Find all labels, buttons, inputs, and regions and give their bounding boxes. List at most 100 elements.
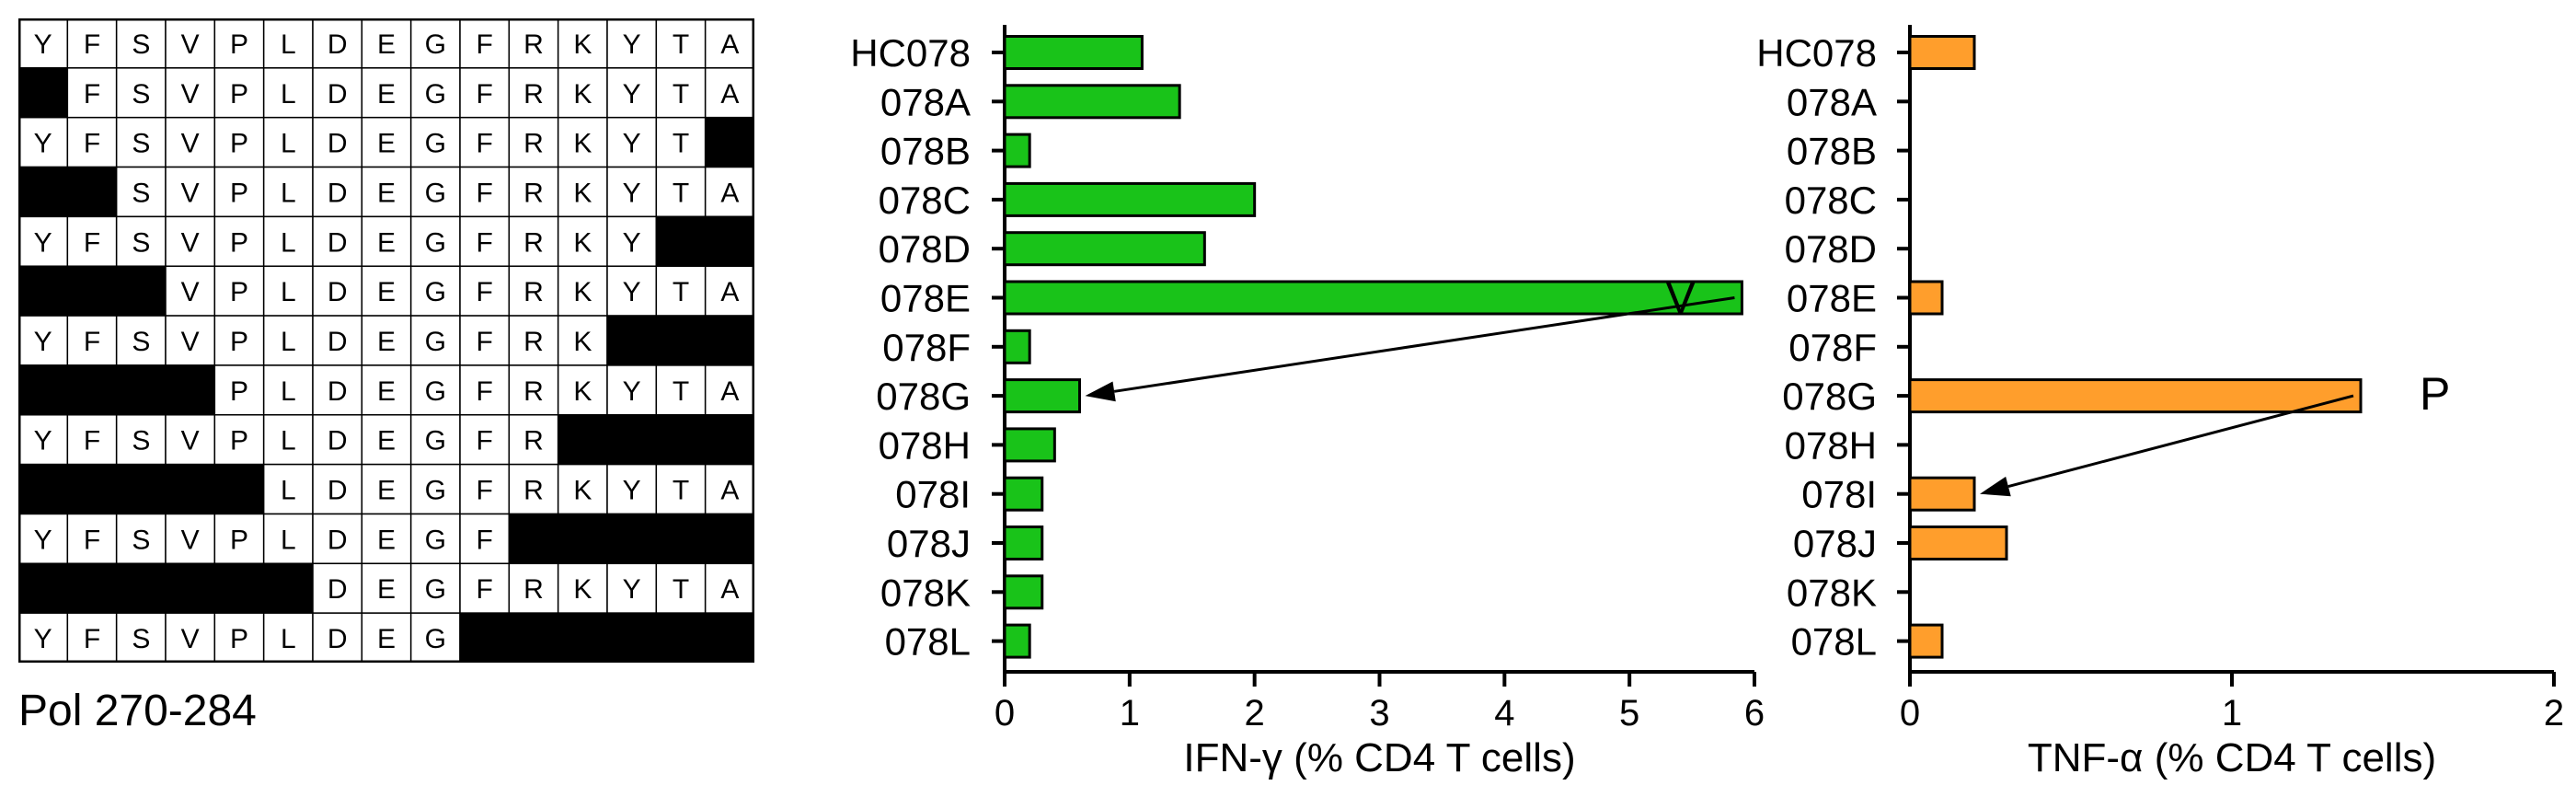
grid-cell (66, 18, 118, 69)
grid-cell (213, 414, 265, 466)
residue-letter: P (230, 79, 248, 110)
residue-letter: Y (34, 29, 52, 60)
residue-letter: S (132, 525, 150, 555)
category-label: 078L (885, 620, 971, 664)
bar (1003, 378, 1081, 414)
residue-letter: P (230, 29, 248, 60)
category-label: 078D (1785, 227, 1877, 271)
grid-cell (361, 166, 412, 218)
grid-cell-filled (655, 513, 707, 565)
residue-letter: Y (34, 327, 52, 357)
bar (1908, 476, 1976, 512)
grid-cell (409, 18, 461, 69)
residue-letter: T (673, 376, 689, 407)
residue-letter: F (477, 327, 493, 357)
bar (1003, 574, 1044, 610)
residue-letter: F (84, 327, 100, 357)
residue-letter: R (523, 178, 544, 208)
residue-letter: F (477, 178, 493, 208)
residue-letter: F (477, 29, 493, 60)
grid-cell (312, 116, 363, 168)
residue-letter: R (523, 426, 544, 456)
category-label: 078D (879, 227, 971, 271)
x-tick-label: 2 (2544, 693, 2564, 733)
residue-letter: D (328, 327, 348, 357)
residue-letter: P (230, 376, 248, 407)
residue-letter: A (720, 476, 739, 506)
grid-cell (704, 463, 754, 515)
grid-cell (262, 513, 314, 565)
grid-border (18, 18, 754, 663)
grid-cell-filled (459, 612, 511, 663)
grid-cell-filled (557, 414, 608, 466)
annotation-label: V (1665, 271, 1696, 323)
residue-letter: V (181, 227, 200, 258)
category-label: 078H (879, 423, 971, 467)
residue-letter: S (132, 178, 150, 208)
residue-letter: D (328, 79, 348, 110)
grid-cell-filled (18, 166, 69, 218)
residue-letter: Y (623, 79, 641, 110)
residue-letter: P (230, 178, 248, 208)
x-tick-label: 1 (1120, 693, 1140, 733)
grid-cell (655, 364, 707, 416)
grid-cell (409, 513, 461, 565)
residue-letter: E (377, 129, 396, 159)
category-label: 078J (887, 522, 971, 565)
grid-cell-filled (704, 612, 754, 663)
grid-cell (606, 463, 658, 515)
grid-cell (213, 364, 265, 416)
residue-letter: P (230, 525, 248, 555)
grid-cell (165, 116, 216, 168)
x-tick-label: 1 (2222, 693, 2242, 733)
residue-letter: E (377, 327, 396, 357)
category-label: 078I (895, 473, 971, 516)
residue-letter: V (181, 277, 200, 307)
residue-letter: R (523, 327, 544, 357)
grid-cell (704, 166, 754, 218)
grid-cell-filled (606, 315, 658, 366)
residue-letter: D (328, 574, 348, 605)
residue-letter: E (377, 426, 396, 456)
residue-letter: L (281, 227, 296, 258)
residue-letter: D (328, 376, 348, 407)
grid-cell (262, 67, 314, 119)
category-label: 078G (1782, 375, 1877, 418)
residue-letter: F (84, 525, 100, 555)
residue-letter: V (181, 426, 200, 456)
x-tick-label: 0 (995, 693, 1015, 733)
grid-cell-filled (18, 265, 69, 317)
grid-cell (262, 463, 314, 515)
grid-cell (459, 562, 511, 614)
residue-letter: S (132, 227, 150, 258)
residue-letter: S (132, 327, 150, 357)
residue-letter: K (573, 29, 592, 60)
residue-letter: G (425, 624, 446, 654)
residue-letter: F (477, 129, 493, 159)
category-label: 078I (1801, 473, 1877, 516)
grid-cell (704, 364, 754, 416)
grid-cell-filled (704, 116, 754, 168)
residue-letter: V (181, 327, 200, 357)
residue-letter: R (523, 574, 544, 605)
residue-letter: L (281, 277, 296, 307)
category-label: 078K (880, 571, 971, 614)
category-label: 078L (1791, 620, 1877, 664)
grid-cell-filled (115, 562, 167, 614)
grid-cell (262, 364, 314, 416)
residue-letter: G (425, 227, 446, 258)
residue-letter: L (281, 426, 296, 456)
residue-letter: D (328, 227, 348, 258)
grid-cell (213, 513, 265, 565)
residue-letter: L (281, 327, 296, 357)
grid-cell (361, 116, 412, 168)
residue-letter: L (281, 29, 296, 60)
grid-cell-filled (655, 315, 707, 366)
residue-letter: G (425, 277, 446, 307)
grid-cell-filled (165, 364, 216, 416)
residue-letter: K (573, 327, 592, 357)
residue-letter: Y (623, 29, 641, 60)
grid-cell (361, 67, 412, 119)
bar (1908, 526, 2008, 560)
